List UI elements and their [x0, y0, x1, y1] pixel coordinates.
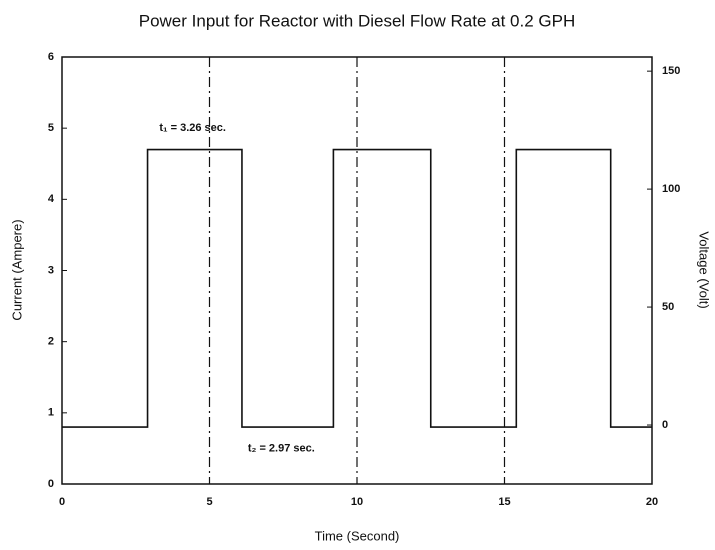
y-tick-label: 0 — [48, 478, 54, 490]
data-line — [62, 148, 652, 428]
y-tick-label: 4 — [48, 193, 55, 205]
y2-axis-label: Voltage (Volt) — [697, 231, 712, 308]
x-tick-label: 15 — [498, 496, 510, 508]
x-axis-label: Time (Second) — [315, 528, 400, 543]
y-tick-label: 3 — [48, 264, 54, 276]
y2-tick-label: 150 — [662, 65, 680, 77]
y-axis-label: Current (Ampere) — [9, 219, 24, 320]
y-tick-label: 6 — [48, 51, 54, 63]
y2-tick-label: 100 — [662, 183, 680, 195]
y-tick-label: 2 — [48, 336, 54, 348]
chart-title: Power Input for Reactor with Diesel Flow… — [139, 11, 576, 30]
x-tick-label: 5 — [206, 496, 212, 508]
x-tick-label: 10 — [351, 496, 363, 508]
x-tick-label: 0 — [59, 496, 65, 508]
y-tick-label: 5 — [48, 122, 54, 134]
y2-tick-label: 50 — [662, 301, 674, 313]
annotation: t₂ = 2.97 sec. — [248, 442, 315, 454]
y2-tick-label: 0 — [662, 419, 668, 431]
y-tick-label: 1 — [48, 407, 54, 419]
x-tick-label: 20 — [646, 496, 658, 508]
annotation: t₁ = 3.26 sec. — [159, 122, 226, 134]
